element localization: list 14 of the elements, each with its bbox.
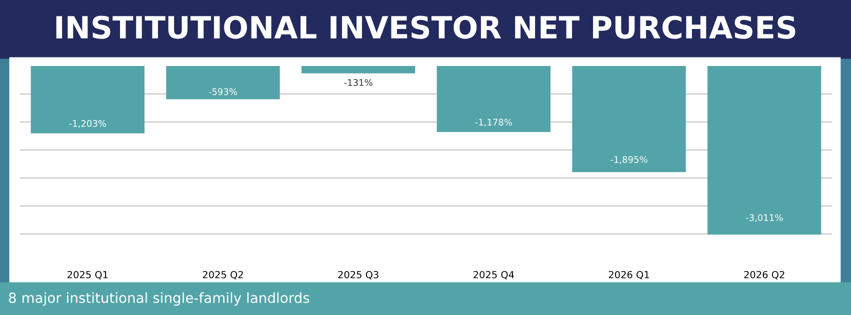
x-tick-label: 2026 Q2 [744,270,784,280]
data-label: -131% [344,79,372,86]
text: 8 major institutional single-family landlords [8,292,310,306]
data-label: -3,011% [746,214,783,222]
data-label: -1,203% [69,120,106,128]
x-tick-label: 2026 Q1 [608,270,649,280]
x-tick-label: 2025 Q2 [202,270,243,280]
x-tick-label: 2025 Q3 [338,270,378,280]
chart-title: INSTITUTIONAL INVESTOR NET PURCHASES [56,16,796,39]
data-label: -1,895% [610,156,648,164]
x-tick-label: 2025 Q4 [474,270,514,280]
x-tick-label: 2025 Q1 [68,270,108,280]
data-label: -1,178% [475,118,512,127]
data-label: -593% [208,88,238,96]
